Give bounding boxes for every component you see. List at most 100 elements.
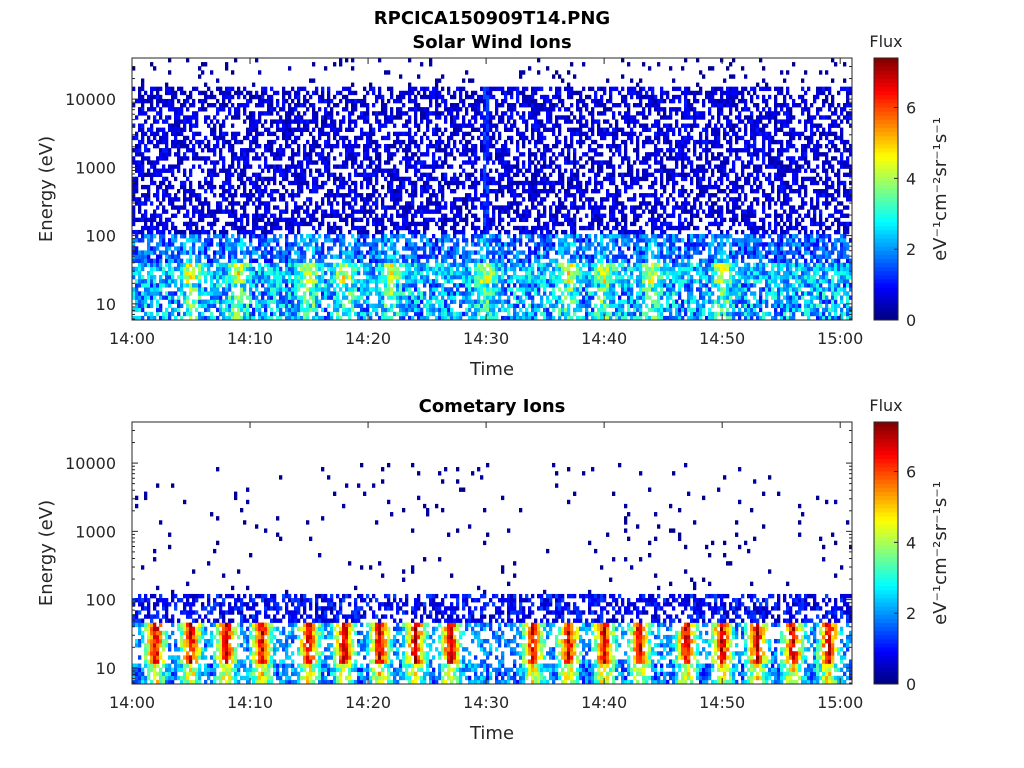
heatmap-cell (261, 274, 265, 280)
heatmap-cell (240, 279, 244, 284)
heatmap-cell (366, 156, 370, 161)
heatmap-cell (249, 94, 253, 100)
heatmap-cell (312, 270, 316, 276)
heatmap-cell (237, 303, 241, 309)
heatmap-cell (510, 115, 514, 120)
heatmap-cell (504, 184, 508, 190)
heatmap-cell (471, 172, 475, 178)
heatmap-cell (543, 127, 547, 132)
heatmap-cell (420, 311, 424, 317)
heatmap-cell (438, 299, 442, 304)
heatmap-cell (177, 115, 181, 120)
heatmap-cell (213, 103, 217, 108)
heatmap-cell (546, 111, 550, 116)
heatmap-cell (429, 242, 433, 247)
heatmap-cell (459, 217, 463, 223)
heatmap-cell (207, 229, 211, 235)
heatmap-cell (213, 213, 217, 218)
heatmap-cell (222, 279, 226, 284)
heatmap-cell (315, 90, 319, 96)
heatmap-cell (180, 143, 184, 149)
heatmap-cell (357, 303, 361, 309)
heatmap-cell (414, 164, 418, 169)
heatmap-cell (396, 221, 400, 227)
heatmap-cell (357, 135, 361, 141)
heatmap-cell (225, 180, 229, 186)
heatmap-cell (249, 193, 253, 198)
heatmap-cell (159, 148, 163, 153)
heatmap-cell (210, 160, 214, 165)
heatmap-cell (192, 287, 196, 292)
heatmap-cell (141, 229, 145, 235)
heatmap-cell (270, 254, 274, 259)
heatmap-cell (384, 279, 388, 284)
heatmap-cell (207, 254, 211, 259)
heatmap-cell (420, 62, 424, 67)
heatmap-cell (522, 299, 526, 304)
heatmap-cell (363, 98, 367, 104)
heatmap-cell (240, 238, 244, 243)
heatmap-cell (210, 295, 214, 300)
heatmap-cell (183, 234, 187, 239)
heatmap-cell (303, 238, 307, 243)
heatmap-cell (441, 205, 445, 210)
heatmap-cell (414, 98, 418, 104)
heatmap-cell (204, 98, 208, 104)
heatmap-cell (231, 115, 235, 120)
heatmap-cell (432, 86, 436, 92)
heatmap-cell (501, 242, 505, 247)
heatmap-cell (465, 283, 469, 288)
heatmap-cell (312, 115, 316, 120)
heatmap-cell (492, 283, 496, 288)
heatmap-cell (411, 86, 415, 92)
heatmap-cell (459, 94, 463, 100)
heatmap-cell (270, 119, 274, 124)
heatmap-cell (357, 242, 361, 247)
heatmap-cell (543, 291, 547, 296)
heatmap-cell (228, 315, 232, 321)
heatmap-cell (351, 143, 355, 149)
heatmap-cell (213, 258, 217, 263)
heatmap-cell (300, 164, 304, 169)
heatmap-cell (210, 213, 214, 218)
heatmap-cell (195, 307, 199, 313)
heatmap-cell (546, 295, 550, 300)
heatmap-cell (306, 139, 310, 145)
heatmap-cell (174, 258, 178, 263)
heatmap-cell (159, 250, 163, 255)
heatmap-cell (381, 107, 385, 112)
heatmap-cell (195, 234, 199, 239)
heatmap-cell (498, 266, 502, 272)
heatmap-cell (306, 197, 310, 202)
heatmap-cell (459, 311, 463, 317)
heatmap-cell (204, 270, 208, 276)
heatmap-cell (228, 283, 232, 288)
heatmap-cell (198, 299, 202, 304)
heatmap-cell (288, 221, 292, 227)
heatmap-cell (333, 103, 337, 108)
heatmap-cell (402, 258, 406, 263)
heatmap-cell (345, 164, 349, 169)
heatmap-cell (132, 123, 136, 128)
heatmap-cell (357, 238, 361, 243)
heatmap-cell (411, 180, 415, 186)
heatmap-cell (243, 287, 247, 292)
heatmap-cell (477, 107, 481, 112)
heatmap-cell (405, 299, 409, 304)
heatmap-cell (411, 213, 415, 218)
heatmap-cell (237, 90, 241, 96)
heatmap-cell (393, 254, 397, 259)
heatmap-cell (345, 98, 349, 104)
heatmap-cell (168, 311, 172, 317)
heatmap-cell (384, 135, 388, 141)
heatmap-cell (465, 148, 469, 153)
heatmap-cell (546, 311, 550, 317)
heatmap-cell (486, 315, 490, 321)
heatmap-cell (177, 303, 181, 309)
heatmap-cell (525, 176, 529, 182)
heatmap-cell (147, 234, 151, 239)
heatmap-cell (399, 94, 403, 100)
heatmap-cell (270, 86, 274, 92)
heatmap-cell (327, 213, 331, 218)
heatmap-cell (366, 250, 370, 255)
